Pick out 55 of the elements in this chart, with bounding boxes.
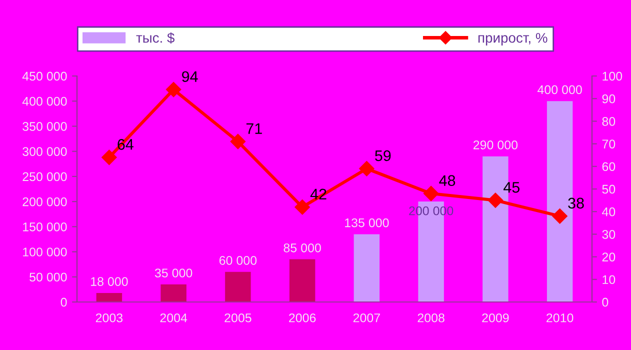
x-tick-label: 2004 (160, 313, 188, 322)
data-label: 135 000 (345, 218, 389, 228)
bar (225, 272, 251, 302)
x-tick-label: 2005 (224, 313, 252, 322)
x-tick-label: 2003 (96, 313, 123, 322)
y2-tick-label: 50 (602, 184, 616, 194)
data-label: 71 (246, 123, 262, 134)
data-label: 48 (439, 175, 456, 186)
y-tick-label: 150 000 (23, 222, 67, 232)
data-label: 60 000 (219, 256, 257, 265)
data-label: 400 000 (538, 85, 582, 94)
x-tick-label: 2010 (546, 313, 574, 322)
bar (354, 234, 380, 302)
y2-tick-label: 100 (602, 72, 622, 81)
point (359, 161, 374, 176)
data-label: 94 (182, 71, 198, 82)
y-tick-label: 250 000 (22, 172, 67, 182)
y2-tick-label: 70 (602, 140, 616, 148)
y-tick-label: 450 000 (22, 72, 67, 81)
y2-tick-label: 20 (602, 252, 616, 262)
y-tick-label: 200 000 (22, 197, 67, 206)
legend-label: прирост, % (478, 32, 548, 46)
point (423, 186, 439, 202)
x-tick-label: 2006 (289, 313, 316, 322)
point (102, 150, 117, 165)
x-tick-label: 2007 (353, 313, 380, 322)
y2-tick-label: 10 (602, 275, 616, 284)
y2-tick-label: 80 (602, 117, 616, 126)
data-label: 18 000 (91, 277, 128, 286)
y-tick-label: 350 000 (22, 122, 67, 131)
y2-tick-label: 60 (602, 162, 616, 172)
bar (160, 284, 186, 302)
legend-label: тыс. $ (136, 32, 175, 44)
bar (96, 292, 122, 302)
y2-tick-label: 90 (602, 94, 616, 104)
data-label: 59 (375, 150, 391, 162)
data-label: 85 000 (284, 243, 321, 252)
x-tick-label: 2008 (418, 313, 444, 322)
point (294, 200, 310, 215)
point (230, 134, 246, 150)
point (166, 82, 182, 98)
x-tick-label: 2009 (482, 313, 509, 322)
data-label: 290 000 (473, 140, 518, 150)
y2-tick-label: 40 (602, 207, 616, 216)
y-tick-label: 400 000 (22, 96, 67, 106)
y-tick-label: 100 000 (23, 248, 67, 256)
point (488, 192, 504, 208)
y-tick-label: 50 000 (30, 272, 67, 282)
y-tick-label: 0 (60, 298, 67, 307)
bar (289, 259, 316, 302)
y2-tick-label: 0 (602, 298, 608, 307)
y2-tick-label: 30 (602, 230, 616, 239)
data-label: 35 000 (154, 268, 192, 278)
point (552, 208, 568, 224)
y-tick-label: 300 000 (22, 147, 67, 156)
